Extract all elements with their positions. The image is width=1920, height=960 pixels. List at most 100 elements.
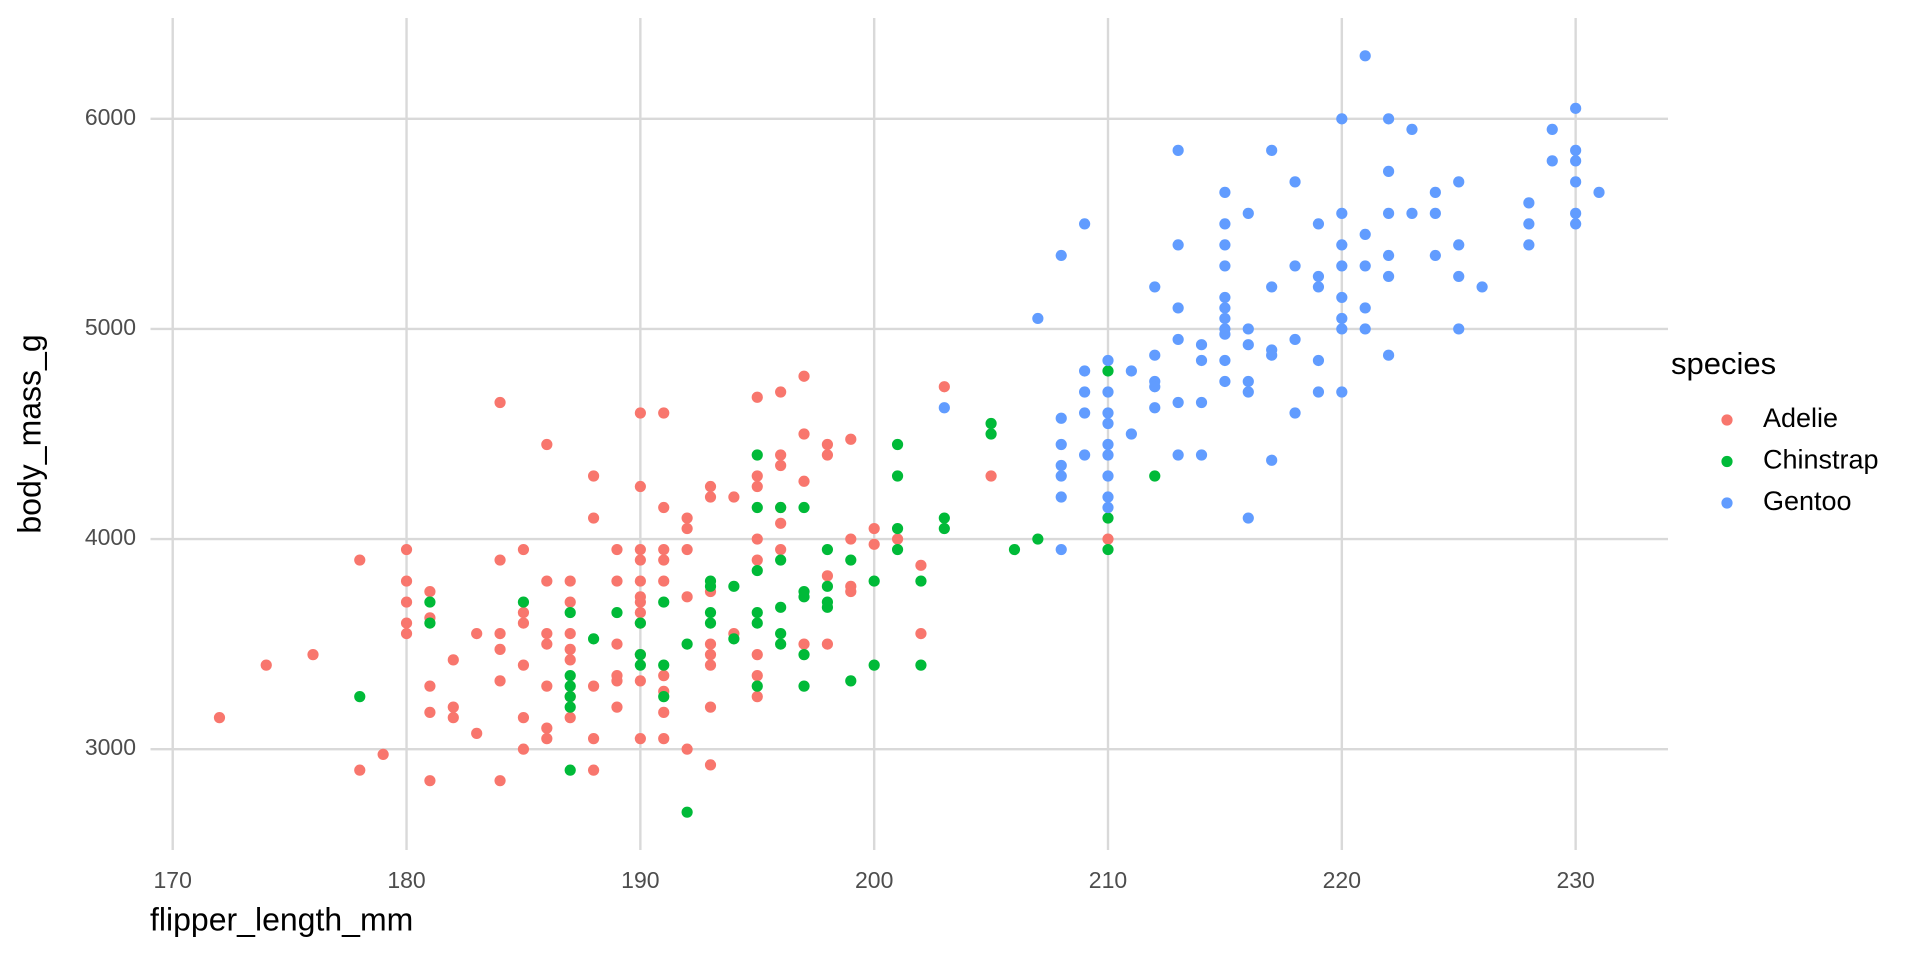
point xyxy=(775,386,787,398)
point xyxy=(938,381,950,393)
point xyxy=(1079,407,1091,419)
point xyxy=(891,470,904,482)
point xyxy=(704,491,717,503)
y-tick-label: 5000 xyxy=(85,314,136,340)
point xyxy=(1266,454,1278,466)
point xyxy=(634,617,646,629)
point xyxy=(658,670,670,682)
point xyxy=(634,596,646,608)
point xyxy=(564,654,576,666)
point xyxy=(775,601,787,613)
point xyxy=(587,680,600,692)
point xyxy=(1593,186,1605,198)
point xyxy=(611,606,623,619)
point xyxy=(1102,354,1114,367)
point xyxy=(798,680,810,692)
point xyxy=(751,564,763,577)
point xyxy=(751,649,763,661)
point xyxy=(658,691,670,703)
point xyxy=(1242,339,1254,351)
point xyxy=(541,575,553,587)
point xyxy=(634,554,646,566)
point xyxy=(1336,207,1348,219)
point xyxy=(564,606,576,619)
point xyxy=(1359,302,1371,314)
point xyxy=(681,806,693,818)
point xyxy=(1195,339,1208,351)
point xyxy=(517,543,530,556)
point xyxy=(1079,386,1091,398)
point xyxy=(564,680,576,692)
point xyxy=(1102,438,1114,451)
point xyxy=(1336,113,1348,125)
point xyxy=(1219,260,1231,272)
point xyxy=(658,501,670,514)
point xyxy=(424,680,436,692)
point xyxy=(938,402,950,414)
point xyxy=(1312,354,1325,367)
point xyxy=(1172,144,1184,156)
point xyxy=(681,512,693,524)
point xyxy=(1102,386,1114,398)
point xyxy=(1102,543,1114,556)
x-tick-label: 190 xyxy=(621,867,659,893)
point xyxy=(1336,260,1348,272)
point xyxy=(1359,260,1371,272)
point xyxy=(1219,375,1231,388)
point xyxy=(751,480,763,493)
point xyxy=(1242,323,1254,335)
point xyxy=(494,396,506,409)
point xyxy=(915,559,927,571)
point xyxy=(611,575,623,587)
point xyxy=(751,617,763,629)
point xyxy=(587,512,600,524)
point xyxy=(704,606,717,619)
point xyxy=(1055,438,1067,451)
point xyxy=(564,712,576,724)
point xyxy=(1242,512,1254,524)
point xyxy=(681,743,693,755)
point xyxy=(1102,512,1114,524)
point xyxy=(400,627,413,640)
point xyxy=(1523,239,1535,251)
point xyxy=(798,649,810,661)
point xyxy=(424,596,436,608)
point xyxy=(1570,176,1582,188)
point xyxy=(821,449,834,461)
point xyxy=(354,691,366,703)
point xyxy=(611,675,623,687)
point xyxy=(1242,375,1254,388)
point xyxy=(634,575,646,587)
point xyxy=(681,522,693,535)
point xyxy=(1032,533,1044,545)
point xyxy=(1149,349,1161,361)
legend-label: Adelie xyxy=(1763,403,1838,433)
point xyxy=(821,438,834,451)
point xyxy=(798,370,810,382)
point xyxy=(1429,207,1441,219)
point xyxy=(728,633,740,645)
point xyxy=(1219,291,1231,304)
point xyxy=(1149,470,1161,482)
point xyxy=(517,743,530,755)
point xyxy=(1149,402,1161,414)
point xyxy=(1312,270,1325,283)
point xyxy=(1359,228,1371,241)
point xyxy=(611,543,623,556)
y-tick-label: 4000 xyxy=(85,524,136,550)
point xyxy=(751,680,763,692)
point xyxy=(471,627,483,640)
point xyxy=(634,543,646,556)
point xyxy=(751,670,763,682)
point xyxy=(1546,123,1558,135)
point xyxy=(751,533,763,545)
point xyxy=(1336,386,1348,398)
point xyxy=(704,701,717,713)
point xyxy=(728,491,740,503)
point xyxy=(1382,113,1395,125)
point xyxy=(704,617,717,629)
point xyxy=(1055,459,1067,472)
point xyxy=(751,391,763,403)
point xyxy=(915,659,927,671)
legend-label: Gentoo xyxy=(1763,486,1852,516)
